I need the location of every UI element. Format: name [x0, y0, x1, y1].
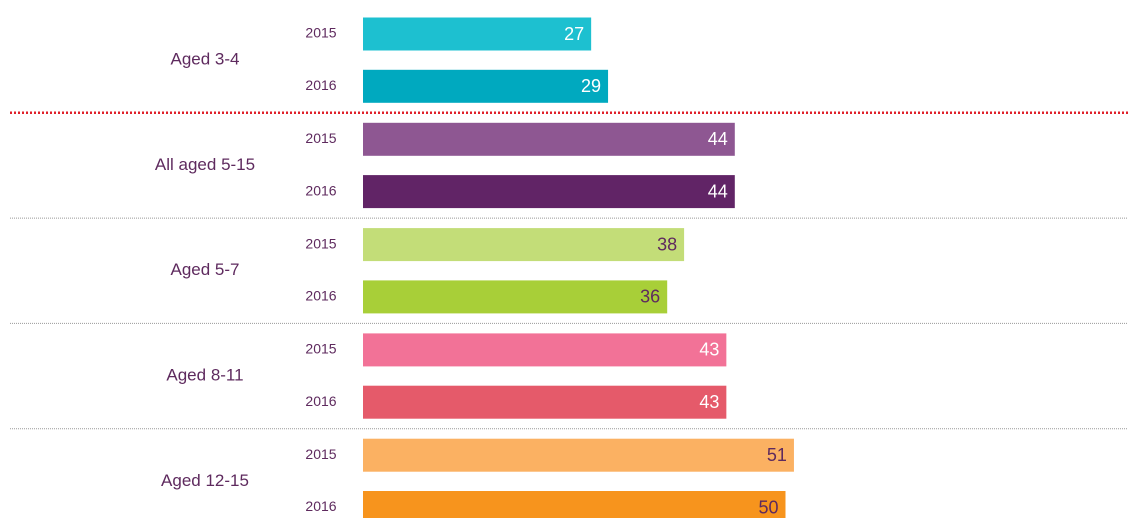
- year-label: 2016: [305, 393, 336, 409]
- year-label: 2016: [305, 182, 336, 198]
- bar: [363, 333, 727, 367]
- bar: [363, 69, 609, 103]
- value-label: 43: [699, 340, 719, 360]
- year-label: 2016: [305, 498, 336, 514]
- year-label: 2015: [305, 130, 336, 146]
- bar: [363, 228, 685, 262]
- value-label: 44: [708, 129, 728, 149]
- bar: [363, 438, 794, 472]
- group-label: Aged 8-11: [166, 366, 243, 385]
- group-label: All aged 5-15: [155, 155, 255, 174]
- value-label: 27: [564, 24, 584, 44]
- year-label: 2015: [305, 341, 336, 357]
- value-label: 51: [767, 445, 787, 465]
- value-label: 29: [581, 76, 601, 96]
- bar: [363, 122, 735, 156]
- bar: [363, 175, 735, 209]
- group-label: Aged 3-4: [171, 50, 240, 69]
- year-label: 2015: [305, 235, 336, 251]
- value-label: 38: [657, 234, 677, 254]
- bar: [363, 280, 668, 314]
- year-label: 2016: [305, 77, 336, 93]
- value-label: 43: [699, 392, 719, 412]
- value-label: 44: [708, 181, 728, 201]
- year-label: 2016: [305, 288, 336, 304]
- group-label: Aged 5-7: [171, 260, 240, 279]
- bar: [363, 385, 727, 419]
- group-label: Aged 12-15: [161, 471, 249, 490]
- year-label: 2015: [305, 446, 336, 462]
- value-label: 50: [758, 497, 778, 517]
- bar: [363, 491, 786, 518]
- year-label: 2015: [305, 25, 336, 41]
- value-label: 36: [640, 287, 660, 307]
- bar: [363, 17, 592, 51]
